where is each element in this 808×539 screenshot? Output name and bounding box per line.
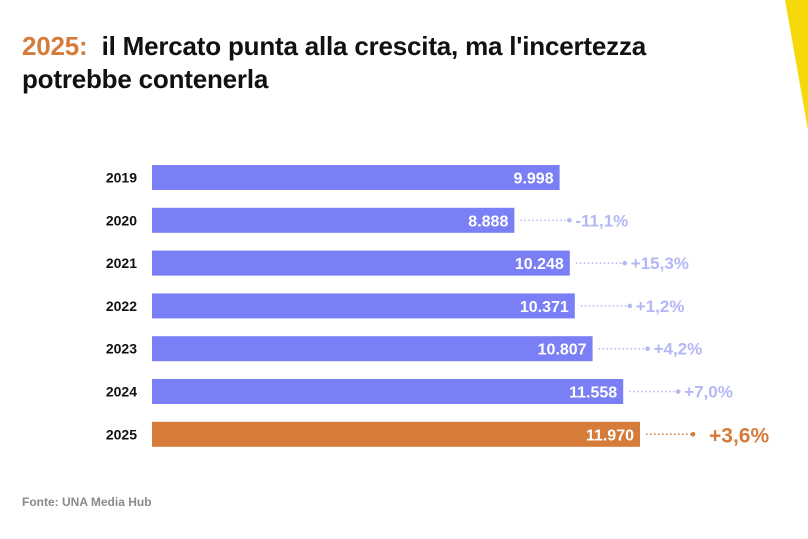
value-label-2024: 11.558: [569, 385, 617, 402]
value-label-2022: 10.371: [520, 299, 569, 316]
value-label-2021: 10.248: [515, 256, 564, 273]
bar-2025: [152, 421, 640, 447]
title-line-1: il Mercato punta alla crescita, ma l'inc…: [101, 31, 647, 61]
bar-2021: [152, 250, 570, 276]
change-dot-2023: [645, 346, 650, 352]
change-label-2022: +1,2%: [636, 297, 685, 316]
bar-2022: [152, 293, 575, 319]
bar-2020: [152, 207, 515, 233]
value-label-2020: 8.888: [468, 213, 508, 230]
change-label-2024: +7,0%: [684, 383, 733, 402]
value-label-2023: 10.807: [538, 342, 587, 359]
change-dot-2022: [627, 303, 633, 309]
bar-2024: [152, 379, 624, 404]
bar-chart: 2019 9.998 2020 8.888 -11,1% 2021 10.248 +15,3%…: [106, 165, 769, 447]
source-note: Fonte: UNA Media Hub: [22, 495, 152, 509]
bar-2023: [152, 336, 593, 362]
category-label-2023: 2023: [106, 341, 137, 357]
change-label-2025: +3,6%: [709, 424, 769, 447]
change-dot-2021: [622, 260, 628, 266]
category-label-2024: 2024: [106, 384, 137, 400]
change-label-2021: +15,3%: [631, 254, 689, 273]
title-year: 2025:: [22, 31, 88, 61]
category-label-2020: 2020: [106, 212, 137, 228]
change-label-2023: +4,2%: [654, 340, 703, 359]
change-dot-2025: [690, 432, 696, 437]
bar-2019: [152, 165, 560, 190]
title-line-2: potrebbe contenerla: [22, 64, 269, 94]
value-label-2019: 9.998: [514, 171, 554, 188]
category-label-2025: 2025: [106, 426, 137, 442]
category-label-2021: 2021: [106, 255, 137, 271]
change-label-2020: -11,1%: [575, 211, 628, 230]
page-title: 2025: il Mercato punta alla crescita, ma…: [22, 30, 646, 96]
change-dot-2020: [567, 218, 572, 223]
category-label-2019: 2019: [106, 170, 137, 186]
change-dot-2024: [675, 389, 681, 394]
value-label-2025: 11.970: [586, 427, 634, 444]
category-label-2022: 2022: [106, 298, 137, 314]
